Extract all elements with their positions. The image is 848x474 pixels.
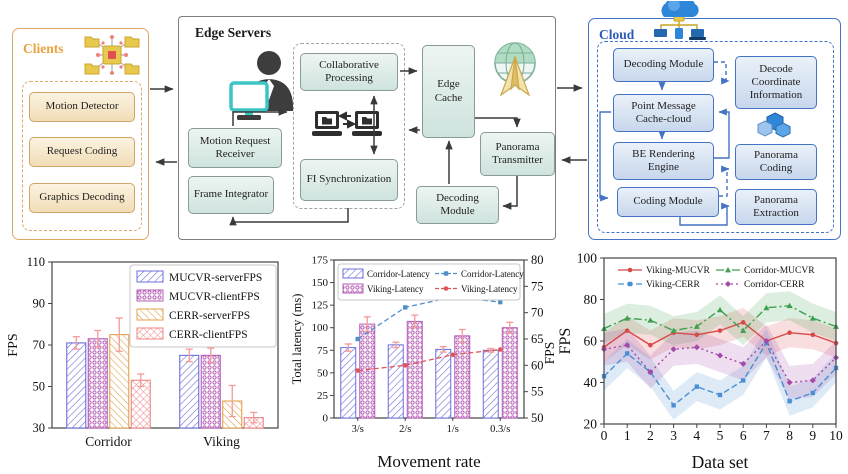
svg-text:1: 1 [624,428,631,443]
svg-text:50: 50 [531,411,544,425]
svg-text:40: 40 [584,375,598,390]
svg-text:FPS: FPS [557,328,574,355]
motion-request-receiver-box: Motion Request Receiver [188,128,282,168]
cloud-title: Cloud [599,27,635,42]
frame-integrator-box: Frame Integrator [188,176,274,214]
svg-text:2/s: 2/s [399,424,411,435]
svg-text:175: 175 [312,255,329,267]
svg-text:Movement rate: Movement rate [377,452,480,471]
svg-text:6: 6 [740,428,747,443]
svg-text:80: 80 [584,292,598,307]
svg-text:7: 7 [763,428,770,443]
svg-text:5: 5 [717,428,724,443]
svg-text:FPS: FPS [6,333,21,356]
cloud-module-group [597,41,834,233]
svg-text:1/s: 1/s [447,424,459,435]
svg-text:2: 2 [647,428,654,443]
svg-text:Viking-MUCVR: Viking-MUCVR [646,266,710,276]
svg-text:9: 9 [809,428,816,443]
svg-text:CERR-clientFPS: CERR-clientFPS [169,329,248,341]
svg-text:3/s: 3/s [352,424,364,435]
svg-text:75: 75 [317,345,329,357]
chip-network-icon [84,35,140,75]
svg-text:CERR-serverFPS: CERR-serverFPS [169,310,250,322]
svg-text:25: 25 [317,390,329,402]
cloud-network-icon [654,1,706,40]
clients-module-group [22,81,142,231]
svg-text:70: 70 [33,338,46,352]
decode-coordinate-information-box: Decode Coordinate Information [735,56,817,109]
svg-text:55: 55 [531,385,544,399]
graphics-decoding-box: Graphics Decoding [29,183,135,213]
svg-text:150: 150 [312,277,329,289]
svg-text:Viking: Viking [203,434,240,449]
fps-dataset-line-chart: 20 40 60 80 100 0 1 2 3 4 5 6 7 8 9 10 Data set FPS Viking… [557,251,843,473]
svg-text:Corridor-Latency: Corridor-Latency [367,269,430,279]
cloud-decoding-module-box: Decoding Module [613,48,714,82]
svg-text:75: 75 [531,279,544,293]
collaboration-group [293,43,405,209]
svg-text:60: 60 [584,334,598,349]
edge-servers-panel: Edge Servers Motion Request Receiver Fra… [178,16,556,240]
latency-bar-line-chart: 0 25 50 75 100 125 150 175 50 55 60 65 70 75 80 Total l… [290,253,557,471]
svg-text:125: 125 [312,300,329,312]
laptops-sync-icon [312,111,382,136]
svg-text:Corridor: Corridor [85,434,132,449]
fi-synchronization-box: FI Synchronization [300,159,398,201]
svg-text:Corridor-MUCVR: Corridor-MUCVR [744,266,815,276]
clients-panel: Clients Motion Detector Request Coding G… [12,28,149,240]
svg-text:70: 70 [531,306,544,320]
svg-text:100: 100 [312,322,329,334]
svg-text:Total latency (ms): Total latency (ms) [290,294,304,385]
panorama-extraction-box: Panorama Extraction [735,189,817,225]
svg-text:50: 50 [317,367,329,379]
svg-text:30: 30 [33,421,46,435]
svg-text:20: 20 [584,417,598,432]
svg-text:Corridor-Latency: Corridor-Latency [461,269,524,279]
svg-text:MUCVR-clientFPS: MUCVR-clientFPS [169,291,260,303]
cube-stack-icon [757,112,791,138]
panorama-coding-box: Panorama Coding [735,144,817,180]
edge-cache-box: Edge Cache [422,45,475,138]
edge-servers-title: Edge Servers [195,25,272,40]
operator-icon [229,51,293,120]
svg-text:100: 100 [577,251,598,266]
edge-decoding-module-box: Decoding Module [416,186,499,224]
svg-text:60: 60 [531,358,544,372]
svg-text:110: 110 [27,255,45,269]
point-message-cache-box: Point Message Cache-cloud [613,94,714,132]
svg-text:8: 8 [786,428,793,443]
globe-plane-icon [494,42,536,97]
cloud-panel: Cloud Decoding Module Decode Coordinate … [588,1,841,240]
clients-title: Clients [23,41,64,56]
svg-text:Corridor-CERR: Corridor-CERR [744,280,805,290]
svg-text:0.3/s: 0.3/s [490,424,510,435]
svg-text:Viking-Latency: Viking-Latency [461,284,518,294]
be-rendering-engine-box: BE Rendering Engine [613,142,714,180]
svg-text:FPS: FPS [542,342,557,365]
svg-text:0: 0 [601,428,608,443]
svg-text:80: 80 [531,253,544,267]
svg-text:Data set: Data set [692,452,749,472]
panorama-transmitter-box: Panorama Transmitter [480,132,555,176]
coding-module-box: Coding Module [617,187,719,217]
svg-text:Viking-CERR: Viking-CERR [646,280,700,290]
svg-text:0: 0 [323,413,329,425]
svg-text:10: 10 [829,428,843,443]
request-coding-box: Request Coding [29,137,135,167]
svg-text:65: 65 [531,332,544,346]
collaborative-processing-box: Collaborative Processing [300,53,398,91]
svg-text:50: 50 [33,380,46,394]
svg-text:4: 4 [693,428,700,443]
svg-text:MUCVR-serverFPS: MUCVR-serverFPS [169,272,262,284]
svg-text:Viking-Latency: Viking-Latency [367,284,424,294]
svg-text:3: 3 [670,428,677,443]
motion-detector-box: Motion Detector [29,92,135,122]
fps-grouped-bar-chart: 30 50 70 90 110 FPS Corridor Viking MUCVR-server… [6,255,279,449]
svg-text:90: 90 [33,297,46,311]
